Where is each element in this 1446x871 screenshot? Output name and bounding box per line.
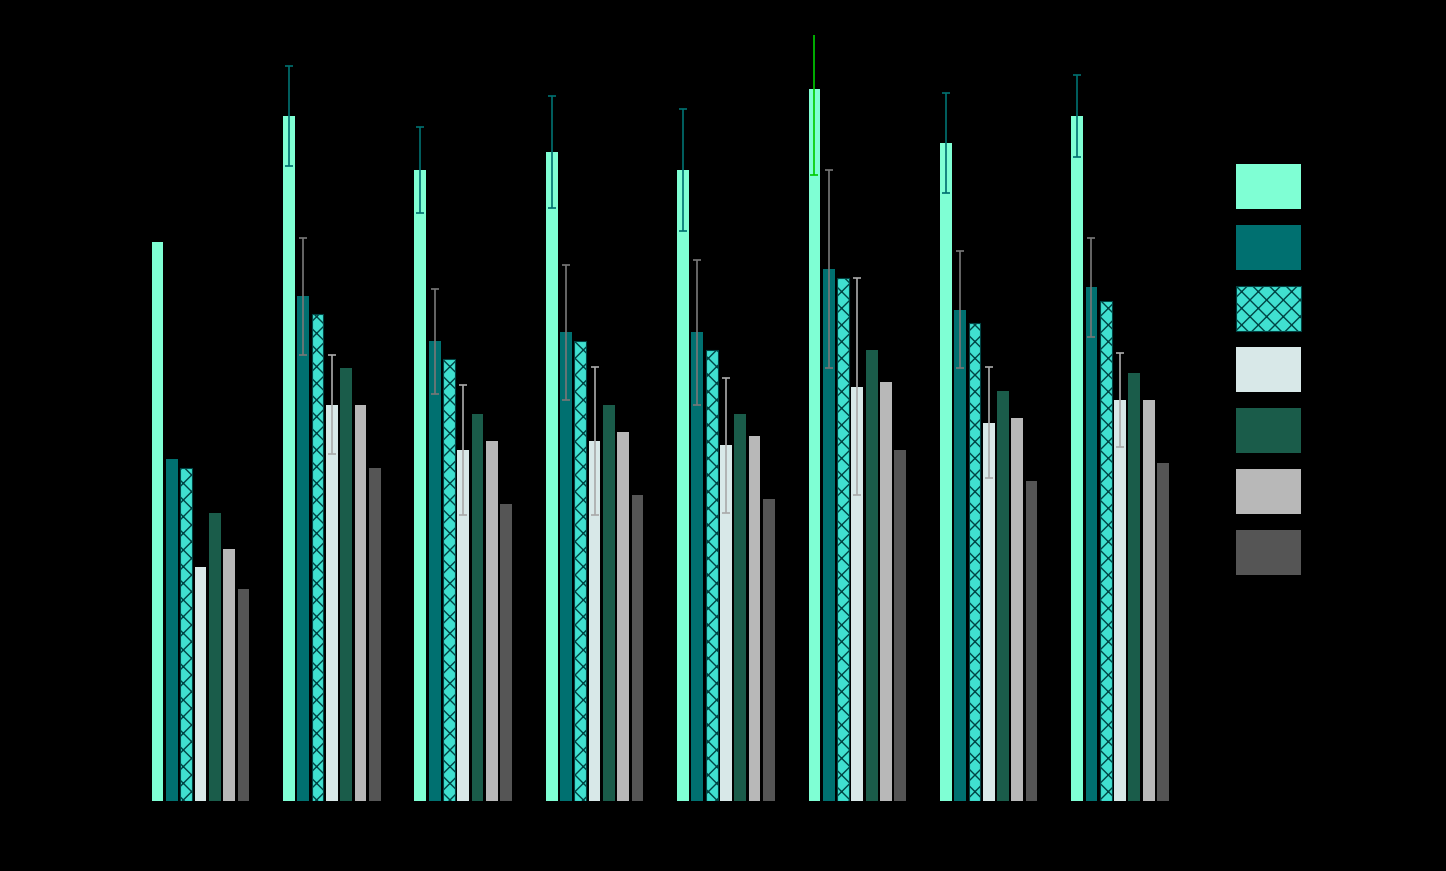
Bar (954, 310, 966, 801)
Bar (210, 513, 221, 801)
Bar (237, 590, 249, 801)
Bar (415, 170, 427, 801)
Bar (1011, 418, 1024, 801)
Bar (486, 441, 497, 801)
Bar (603, 404, 615, 801)
Bar (574, 341, 586, 801)
Bar (749, 436, 761, 801)
Bar (808, 89, 820, 801)
Bar (354, 404, 366, 801)
Bar (298, 296, 309, 801)
Bar (895, 449, 907, 801)
Bar (1100, 300, 1112, 801)
Bar (545, 152, 558, 801)
Bar (1142, 400, 1154, 801)
Bar (1071, 116, 1083, 801)
Bar (617, 432, 629, 801)
Bar (369, 468, 380, 801)
Bar (837, 279, 849, 801)
Bar (881, 382, 892, 801)
Bar (852, 387, 863, 801)
Bar (560, 333, 571, 801)
Bar (457, 449, 469, 801)
Bar (1157, 463, 1168, 801)
Bar (166, 459, 178, 801)
Bar (720, 445, 732, 801)
Bar (223, 549, 236, 801)
Bar (471, 414, 483, 801)
Bar (312, 314, 324, 801)
Bar (866, 350, 878, 801)
Bar (983, 422, 995, 801)
Bar (340, 368, 351, 801)
Bar (325, 404, 338, 801)
Bar (706, 350, 717, 801)
Bar (735, 414, 746, 801)
Bar (632, 495, 643, 801)
Bar (500, 503, 512, 801)
Bar (429, 341, 441, 801)
Bar (442, 360, 455, 801)
Bar (763, 499, 775, 801)
Bar (823, 269, 834, 801)
Bar (969, 323, 980, 801)
Bar (152, 242, 163, 801)
Bar (589, 441, 600, 801)
Bar (1086, 287, 1098, 801)
Bar (181, 468, 192, 801)
Bar (940, 143, 951, 801)
Bar (195, 567, 207, 801)
Bar (1115, 400, 1126, 801)
Bar (283, 116, 295, 801)
Bar (677, 170, 688, 801)
Bar (691, 333, 703, 801)
Bar (1128, 373, 1141, 801)
Bar (998, 391, 1009, 801)
Bar (1025, 481, 1037, 801)
